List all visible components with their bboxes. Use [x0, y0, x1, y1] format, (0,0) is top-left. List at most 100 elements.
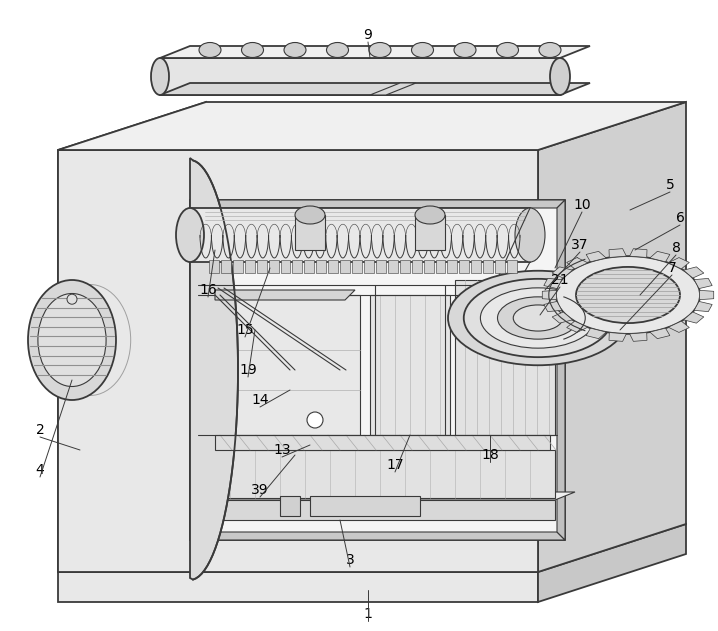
Text: 7: 7 — [668, 261, 676, 275]
Circle shape — [307, 412, 323, 428]
Polygon shape — [58, 102, 686, 150]
Ellipse shape — [576, 267, 680, 323]
Polygon shape — [523, 274, 550, 361]
Polygon shape — [699, 290, 714, 300]
Polygon shape — [586, 328, 606, 339]
Ellipse shape — [199, 42, 221, 57]
Polygon shape — [630, 249, 647, 257]
Text: 16: 16 — [199, 283, 217, 297]
Text: 17: 17 — [386, 458, 404, 472]
Polygon shape — [310, 496, 420, 516]
Ellipse shape — [480, 288, 596, 348]
Polygon shape — [364, 260, 374, 273]
Ellipse shape — [454, 42, 476, 57]
Polygon shape — [544, 302, 562, 312]
Polygon shape — [370, 295, 450, 435]
Ellipse shape — [241, 42, 264, 57]
Ellipse shape — [327, 42, 348, 57]
Ellipse shape — [411, 42, 434, 57]
Text: 8: 8 — [671, 241, 681, 255]
Ellipse shape — [464, 279, 612, 357]
Text: 3: 3 — [345, 553, 355, 567]
Text: 1: 1 — [363, 607, 373, 621]
Text: 37: 37 — [572, 238, 589, 252]
Polygon shape — [292, 260, 302, 273]
Polygon shape — [538, 524, 686, 602]
Ellipse shape — [284, 42, 306, 57]
Polygon shape — [618, 287, 683, 303]
Text: 10: 10 — [573, 198, 591, 212]
Text: 2: 2 — [36, 423, 45, 437]
Text: 18: 18 — [481, 448, 499, 462]
Polygon shape — [668, 257, 689, 269]
Polygon shape — [471, 260, 481, 273]
Polygon shape — [160, 46, 590, 58]
Polygon shape — [190, 532, 565, 540]
Polygon shape — [215, 290, 355, 300]
Polygon shape — [340, 260, 350, 273]
Polygon shape — [455, 280, 555, 435]
Polygon shape — [352, 260, 362, 273]
Polygon shape — [650, 328, 670, 339]
Polygon shape — [328, 260, 338, 273]
Polygon shape — [668, 321, 689, 333]
Ellipse shape — [176, 208, 204, 262]
Polygon shape — [190, 200, 565, 540]
Polygon shape — [400, 260, 410, 273]
Polygon shape — [586, 251, 606, 262]
Polygon shape — [552, 312, 572, 323]
Polygon shape — [436, 260, 445, 273]
Polygon shape — [58, 572, 538, 602]
Ellipse shape — [515, 208, 545, 262]
Ellipse shape — [369, 42, 391, 57]
Polygon shape — [694, 278, 712, 288]
Polygon shape — [281, 260, 291, 273]
Polygon shape — [388, 260, 398, 273]
Polygon shape — [210, 500, 555, 520]
Polygon shape — [221, 260, 231, 273]
Polygon shape — [609, 333, 626, 341]
Polygon shape — [684, 312, 704, 323]
Polygon shape — [557, 200, 565, 540]
Ellipse shape — [498, 297, 579, 339]
Text: 19: 19 — [239, 363, 257, 377]
Polygon shape — [567, 321, 588, 333]
Polygon shape — [304, 260, 314, 273]
Polygon shape — [215, 435, 550, 450]
Text: 6: 6 — [676, 211, 684, 225]
Polygon shape — [460, 260, 470, 273]
Polygon shape — [495, 260, 505, 273]
Ellipse shape — [448, 271, 628, 365]
Text: 9: 9 — [363, 28, 373, 42]
Polygon shape — [483, 260, 493, 273]
Polygon shape — [190, 208, 530, 262]
Polygon shape — [609, 249, 626, 257]
Polygon shape — [269, 260, 279, 273]
Ellipse shape — [415, 206, 445, 224]
Polygon shape — [376, 260, 386, 273]
Polygon shape — [370, 83, 416, 95]
Ellipse shape — [550, 58, 570, 95]
Ellipse shape — [28, 280, 116, 400]
Polygon shape — [58, 150, 538, 572]
Polygon shape — [295, 215, 325, 250]
Text: 13: 13 — [273, 443, 291, 457]
Text: 5: 5 — [666, 178, 674, 192]
Ellipse shape — [497, 42, 518, 57]
Ellipse shape — [151, 58, 169, 95]
Text: 39: 39 — [251, 483, 269, 497]
Polygon shape — [630, 333, 647, 341]
Ellipse shape — [295, 206, 325, 224]
Ellipse shape — [539, 42, 561, 57]
Polygon shape — [538, 102, 686, 572]
Polygon shape — [210, 492, 575, 500]
Polygon shape — [190, 200, 198, 540]
Polygon shape — [415, 215, 445, 250]
Polygon shape — [542, 290, 556, 300]
Ellipse shape — [676, 290, 690, 300]
Polygon shape — [190, 200, 565, 208]
Text: 4: 4 — [36, 463, 45, 477]
Polygon shape — [245, 260, 255, 273]
Polygon shape — [190, 158, 238, 580]
Ellipse shape — [513, 305, 563, 331]
